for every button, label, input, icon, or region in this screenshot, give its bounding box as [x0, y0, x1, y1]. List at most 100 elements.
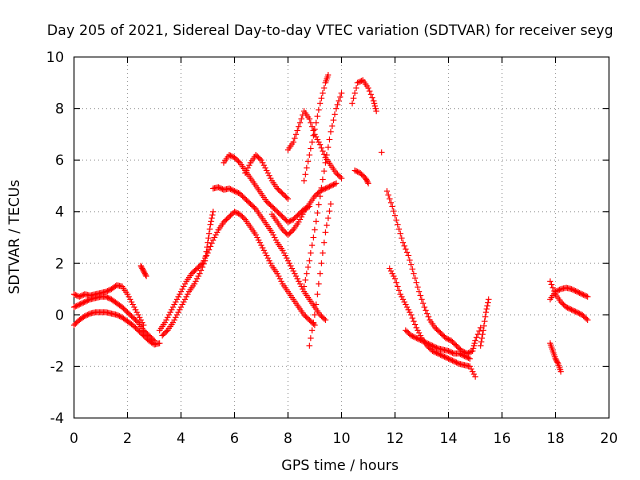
- data-point: [434, 327, 441, 334]
- data-point: [280, 228, 287, 235]
- data-point: [321, 168, 328, 175]
- data-point: [445, 347, 452, 354]
- data-point: [438, 331, 445, 338]
- data-point: [208, 218, 215, 225]
- data-point: [569, 307, 576, 314]
- data-point: [432, 344, 439, 351]
- series-track-c: [71, 309, 163, 348]
- data-point: [353, 168, 360, 175]
- data-point: [576, 289, 583, 296]
- data-point: [81, 298, 88, 305]
- data-point: [581, 292, 588, 299]
- data-point: [279, 226, 286, 233]
- y-tick-label: 2: [55, 256, 64, 272]
- chart-title: Day 205 of 2021, Sidereal Day-to-day VTE…: [47, 23, 613, 39]
- data-point: [283, 255, 290, 262]
- data-point: [282, 252, 289, 259]
- series-track-j: [268, 180, 340, 238]
- data-point: [125, 310, 132, 317]
- data-point: [242, 195, 249, 202]
- data-point: [386, 195, 393, 202]
- data-point: [450, 340, 457, 347]
- data-point: [333, 170, 340, 177]
- data-point: [188, 270, 195, 277]
- data-points: [71, 72, 591, 380]
- data-point: [139, 266, 146, 273]
- data-point: [358, 77, 365, 84]
- data-point: [306, 115, 313, 122]
- data-point: [581, 314, 588, 321]
- data-point: [239, 193, 246, 200]
- data-point: [482, 309, 489, 316]
- data-point: [210, 237, 217, 244]
- data-point: [338, 90, 345, 97]
- data-point: [191, 268, 198, 275]
- data-point: [210, 208, 217, 215]
- data-point: [363, 176, 370, 183]
- data-point: [350, 95, 357, 102]
- data-point: [104, 288, 111, 295]
- data-point: [483, 306, 490, 313]
- data-point: [234, 157, 241, 164]
- data-point: [310, 127, 317, 134]
- data-point: [314, 190, 321, 197]
- series-track-q: [378, 149, 385, 156]
- data-point: [227, 152, 234, 159]
- data-point: [208, 240, 215, 247]
- data-point: [307, 335, 314, 342]
- data-point: [258, 157, 265, 164]
- data-point: [321, 84, 328, 91]
- data-point: [226, 185, 233, 192]
- data-point: [231, 188, 238, 195]
- data-point: [369, 94, 376, 101]
- data-point: [124, 291, 131, 298]
- data-point: [267, 202, 274, 209]
- data-point: [567, 306, 574, 313]
- data-point: [577, 290, 584, 297]
- data-point: [258, 242, 265, 249]
- x-tick-label: 14: [440, 431, 458, 447]
- data-point: [289, 265, 296, 272]
- data-point: [176, 306, 183, 313]
- data-point: [313, 301, 320, 308]
- data-point: [230, 187, 237, 194]
- data-point: [131, 323, 138, 330]
- data-point: [572, 308, 579, 315]
- data-point: [462, 353, 469, 360]
- data-point: [287, 229, 294, 236]
- data-point: [299, 286, 306, 293]
- data-point: [398, 235, 405, 242]
- data-point: [264, 170, 271, 177]
- data-point: [404, 328, 411, 335]
- data-point: [323, 151, 330, 158]
- data-point: [286, 230, 293, 237]
- data-point: [432, 324, 439, 331]
- data-point: [318, 144, 325, 151]
- data-point: [72, 303, 79, 310]
- data-point: [313, 218, 320, 225]
- data-point: [402, 327, 409, 334]
- data-point: [256, 155, 263, 162]
- data-point: [405, 252, 412, 259]
- data-point: [557, 368, 564, 375]
- data-point: [401, 242, 408, 249]
- data-point: [129, 322, 136, 329]
- x-axis-label: GPS time / hours: [281, 458, 398, 474]
- data-point: [321, 239, 328, 246]
- data-point: [285, 195, 291, 202]
- data-point: [302, 171, 309, 178]
- data-point: [243, 167, 250, 174]
- series-track-r: [383, 188, 484, 357]
- series-track-k: [285, 108, 345, 182]
- y-tick-label: -4: [50, 411, 64, 427]
- data-point: [444, 335, 451, 342]
- data-point: [286, 260, 293, 267]
- data-point: [456, 350, 463, 357]
- series-track-l: [301, 90, 345, 290]
- data-point: [484, 302, 491, 309]
- data-point: [410, 270, 417, 277]
- data-point: [224, 215, 231, 222]
- data-point: [417, 292, 424, 299]
- data-point: [454, 344, 461, 351]
- data-point: [231, 208, 238, 215]
